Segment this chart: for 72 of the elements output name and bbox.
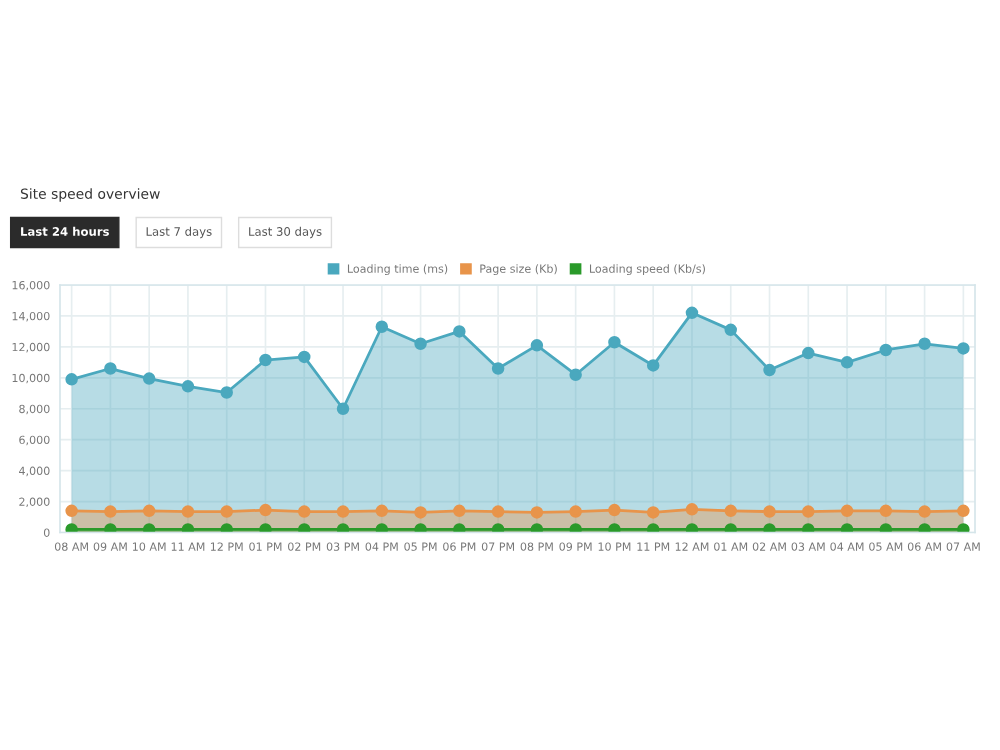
point xyxy=(685,503,699,516)
point xyxy=(724,504,737,518)
point xyxy=(453,325,466,338)
point xyxy=(181,523,195,533)
point xyxy=(181,380,195,393)
point xyxy=(491,362,505,375)
point xyxy=(298,505,311,518)
point xyxy=(220,505,233,518)
point xyxy=(530,339,544,352)
point xyxy=(840,504,854,518)
point xyxy=(104,362,117,375)
point xyxy=(220,523,233,533)
point xyxy=(918,523,931,533)
point xyxy=(65,373,78,386)
point xyxy=(65,523,78,533)
point xyxy=(336,523,350,533)
point xyxy=(802,505,815,518)
point xyxy=(375,320,389,334)
point xyxy=(491,505,505,518)
point xyxy=(608,503,621,517)
point xyxy=(375,504,389,518)
point xyxy=(142,504,156,518)
point xyxy=(259,353,272,367)
point xyxy=(298,523,311,533)
point xyxy=(491,523,505,533)
point xyxy=(918,505,931,518)
point xyxy=(802,523,815,533)
point xyxy=(918,337,931,351)
point xyxy=(724,523,737,533)
point xyxy=(104,523,117,533)
point xyxy=(414,337,427,351)
point xyxy=(763,505,776,518)
point xyxy=(181,505,195,518)
point xyxy=(763,523,776,533)
point xyxy=(646,359,660,372)
point xyxy=(608,335,621,349)
point xyxy=(879,523,893,533)
point xyxy=(259,523,272,533)
point xyxy=(840,523,854,533)
point xyxy=(685,306,699,320)
point xyxy=(840,356,854,369)
point xyxy=(608,523,621,533)
point xyxy=(530,523,544,533)
point xyxy=(957,342,970,355)
point xyxy=(336,402,350,415)
point xyxy=(375,523,389,533)
point xyxy=(453,523,466,533)
point xyxy=(724,323,737,337)
point xyxy=(142,523,156,533)
point xyxy=(414,506,427,519)
point xyxy=(646,506,660,519)
point xyxy=(646,523,660,533)
point xyxy=(569,505,582,518)
point xyxy=(530,506,544,519)
point xyxy=(298,350,311,364)
point xyxy=(685,523,699,533)
point xyxy=(220,386,233,399)
point xyxy=(414,523,427,533)
point xyxy=(763,363,776,377)
point xyxy=(569,523,582,533)
point xyxy=(65,504,78,518)
point xyxy=(957,504,970,518)
point xyxy=(259,503,272,517)
point xyxy=(879,504,893,518)
point xyxy=(957,523,970,533)
point xyxy=(569,368,582,381)
point xyxy=(879,343,893,357)
point xyxy=(142,372,156,385)
point xyxy=(336,505,350,518)
point xyxy=(453,504,466,518)
point xyxy=(802,346,815,360)
point xyxy=(104,505,117,518)
